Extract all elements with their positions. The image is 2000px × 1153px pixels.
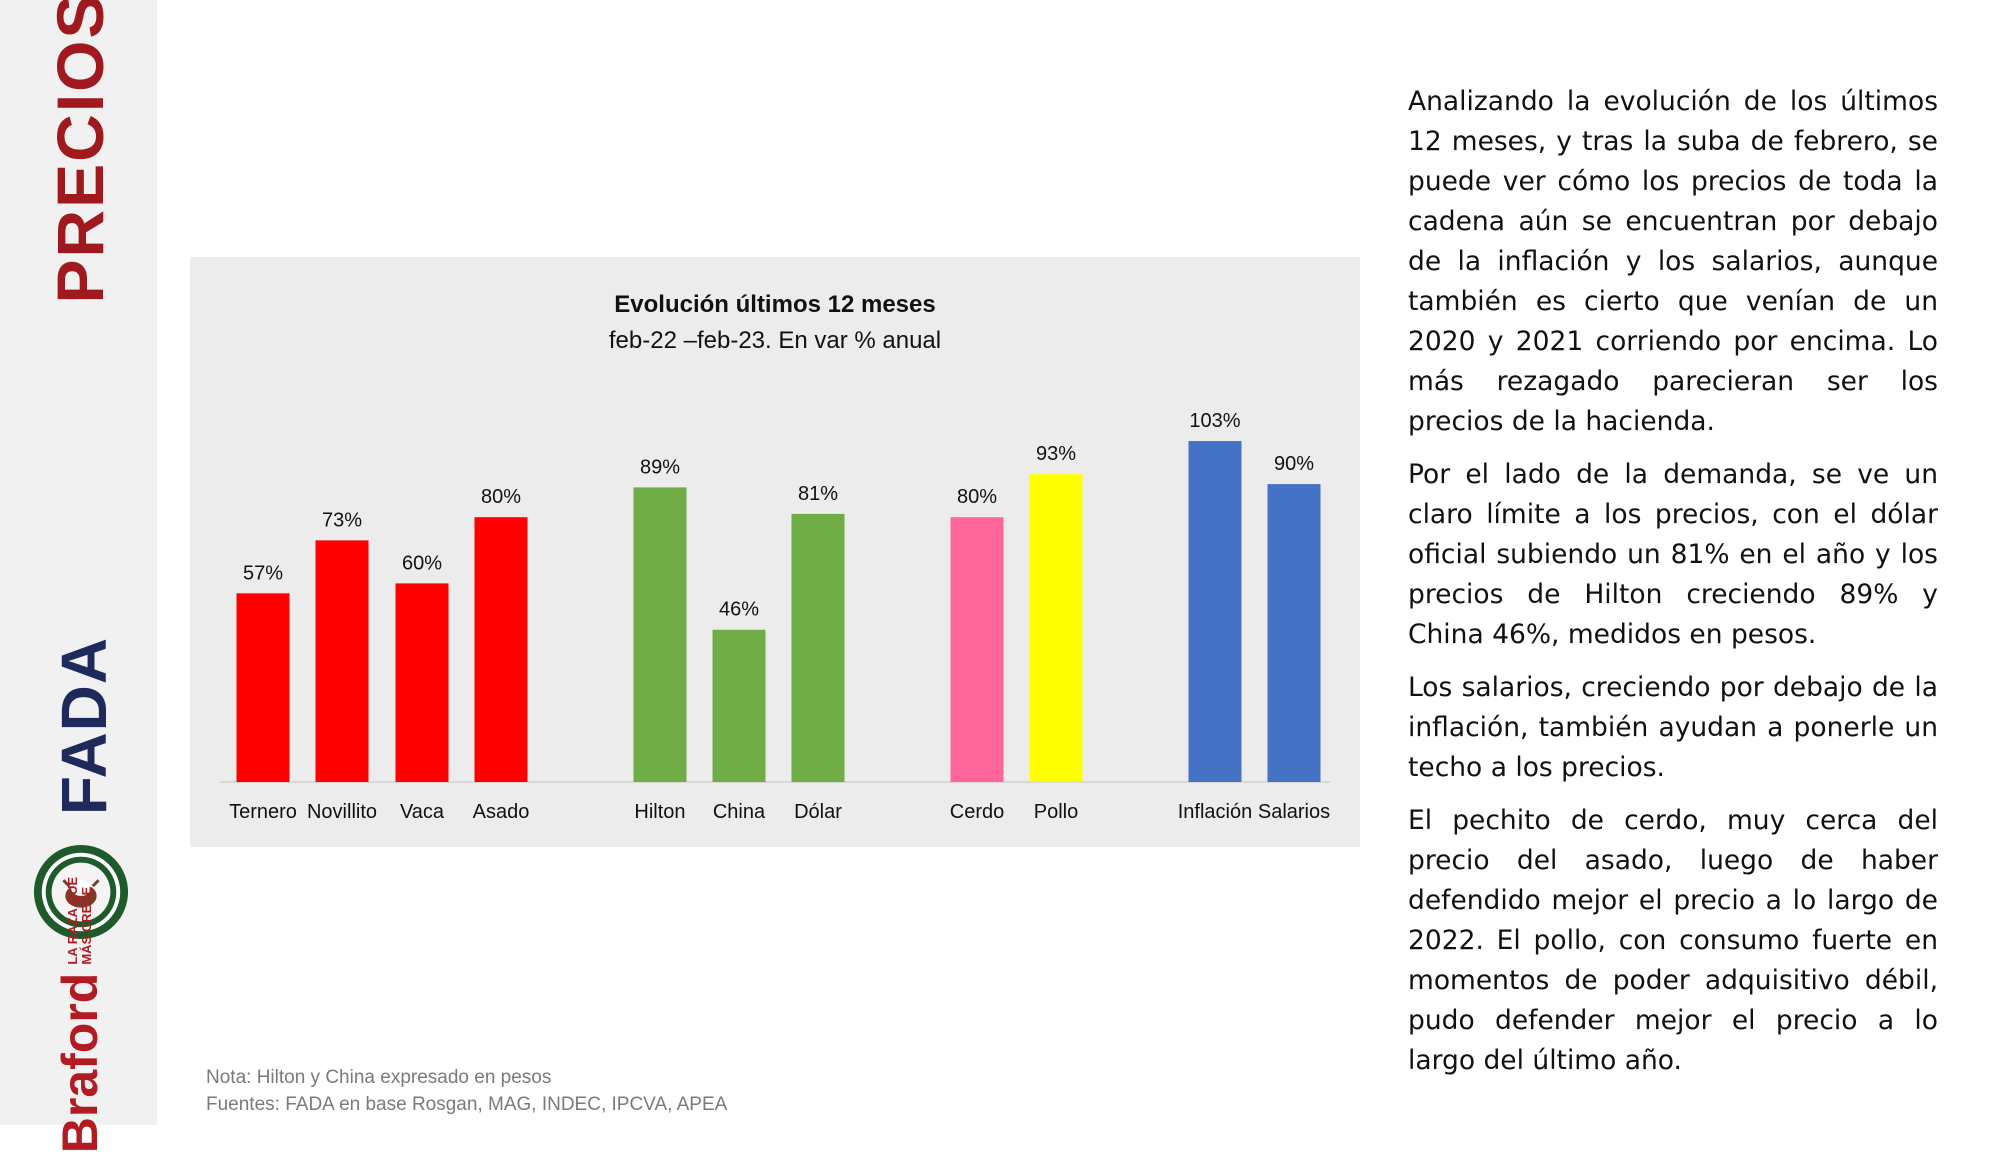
x-tick-label: Vaca [400, 801, 445, 823]
x-tick-label: Hilton [634, 801, 685, 823]
bar-pollo [1029, 474, 1083, 782]
braford-tagline: LA RAZA QUE MÁS CRECE [65, 876, 94, 965]
bar-cerdo [950, 517, 1004, 782]
data-label: 80% [957, 486, 997, 508]
fada-logo: FADA [47, 637, 121, 815]
braford-tagline-2: MÁS CRECE [79, 886, 94, 965]
analysis-paragraph: Los salarios, creciendo por debajo de la… [1408, 672, 1938, 783]
data-label: 93% [1036, 443, 1076, 465]
analysis-paragraph: Analizando la evolución de los últimos 1… [1408, 86, 1938, 437]
bar-salarios [1267, 484, 1321, 782]
footnote-fuentes: Fuentes: FADA en base Rosgan, MAG, INDEC… [206, 1094, 728, 1115]
x-tick-label: Asado [473, 801, 530, 823]
bar-asado [474, 517, 528, 782]
fada-logo-text: FADA [48, 636, 120, 816]
x-tick-label: Dólar [794, 801, 842, 823]
braford-logo: Braford LA RAZA QUE MÁS CRECE [51, 877, 109, 1153]
bar-ternero [236, 593, 290, 782]
bar-hilton [633, 487, 687, 782]
x-tick-label: Salarios [1258, 801, 1330, 823]
bar-inflación [1188, 441, 1242, 782]
data-label: 81% [798, 483, 838, 505]
chart-title: Evolución últimos 12 meses [614, 291, 936, 318]
braford-tagline-1: LA RAZA QUE [65, 876, 80, 965]
data-label: 46% [719, 599, 759, 621]
data-label: 103% [1189, 410, 1240, 432]
hereford-logo [33, 844, 129, 940]
footnote-nota: Nota: Hilton y China expresado en pesos [206, 1067, 552, 1088]
chart-subtitle: feb-22 –feb-23. En var % anual [608, 327, 942, 354]
data-label: 89% [640, 456, 680, 478]
braford-brand: Braford [52, 972, 108, 1153]
analysis-paragraph: Por el lado de la demanda, se ve un clar… [1408, 459, 1938, 650]
data-label: 57% [243, 562, 283, 584]
data-label: 80% [481, 486, 521, 508]
bar-novillito [315, 540, 369, 782]
analysis-paragraph: El pechito de cerdo, muy cerca del preci… [1408, 805, 1938, 1076]
x-tick-label: Cerdo [950, 801, 1004, 823]
footnotes: Nota: Hilton y China expresado en pesos … [206, 1064, 727, 1118]
x-tick-label: Pollo [1034, 801, 1078, 823]
data-label: 73% [322, 509, 362, 531]
sidebar: PRECIOS FADA Braford LA RAZA QUE MÁS CRE… [0, 0, 157, 1153]
bar-vaca [395, 583, 449, 782]
data-label: 90% [1274, 453, 1314, 475]
bar-chart: 57% Ternero 73% Novillito 60% Vaca 80% Asado 89%… [220, 410, 1330, 823]
x-tick-label: Novillito [307, 801, 377, 823]
x-tick-label: China [713, 801, 766, 823]
bar-china [712, 629, 766, 782]
analysis-text: Analizando la evolución de los últimos 1… [1408, 82, 1938, 1094]
x-tick-label: Ternero [229, 801, 297, 823]
bar-dólar [791, 513, 845, 782]
section-title: PRECIOS [43, 0, 117, 304]
data-label: 60% [402, 552, 442, 574]
chart-panel: Evolución últimos 12 meses feb-22 –feb-2… [190, 257, 1360, 847]
x-tick-label: Inflación [1178, 801, 1253, 823]
